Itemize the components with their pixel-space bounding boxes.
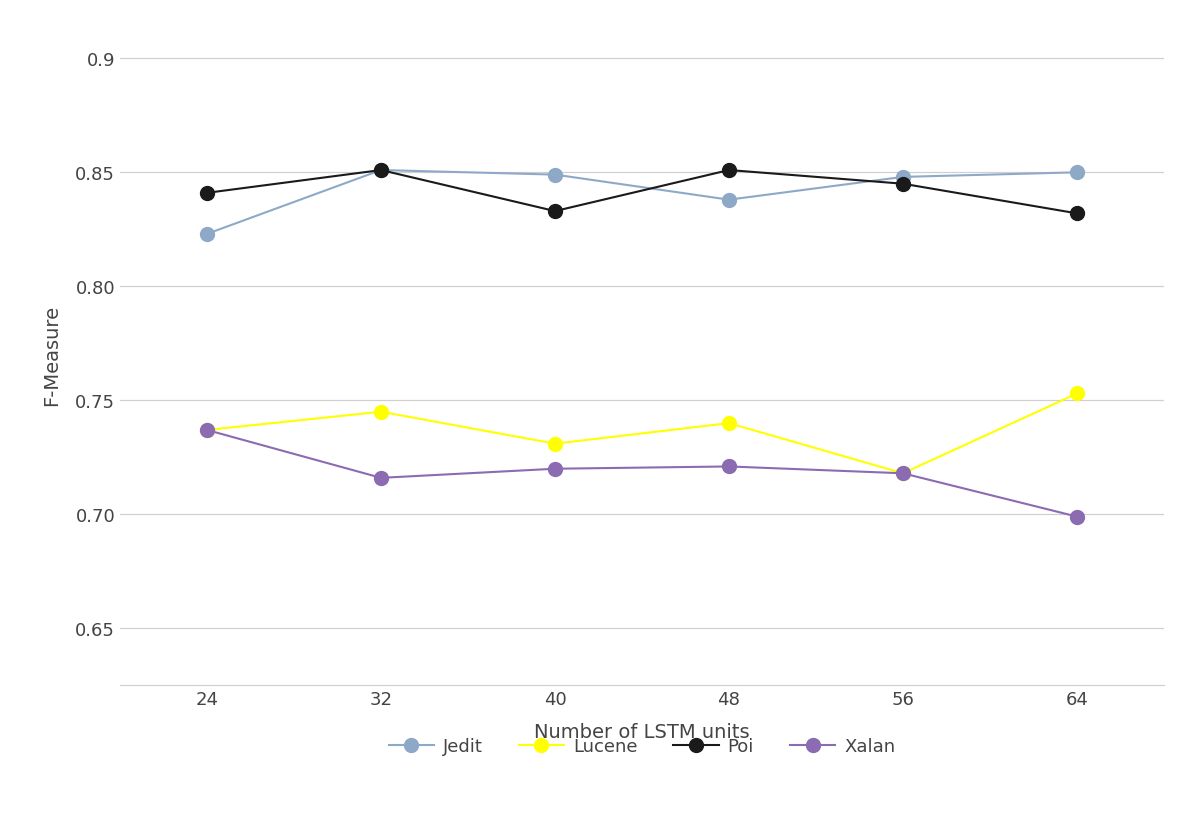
Legend: Jedit, Lucene, Poi, Xalan: Jedit, Lucene, Poi, Xalan [382,730,902,762]
Y-axis label: F-Measure: F-Measure [42,305,61,405]
X-axis label: Number of LSTM units: Number of LSTM units [534,722,750,742]
